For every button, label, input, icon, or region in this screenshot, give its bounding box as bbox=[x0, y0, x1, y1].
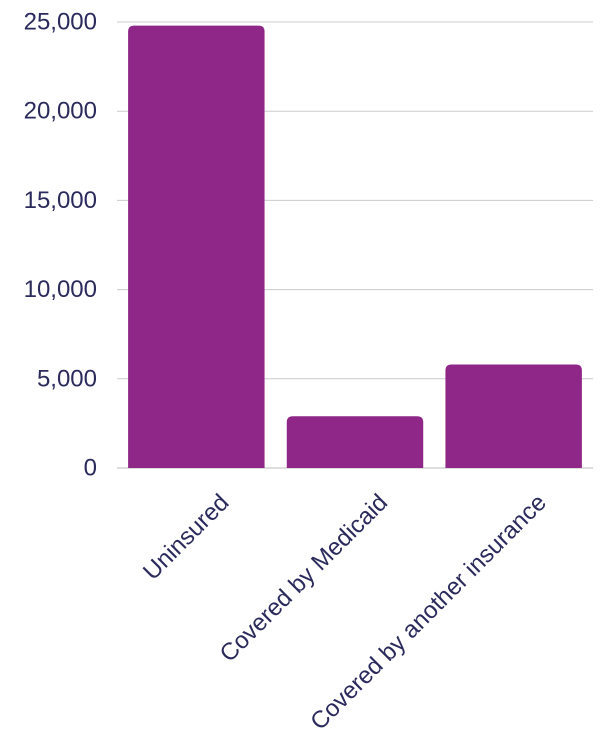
y-tick-label: 25,000 bbox=[24, 9, 97, 36]
y-tick-label: 15,000 bbox=[24, 187, 97, 214]
bar-covered-by-medicaid bbox=[286, 416, 424, 468]
bars bbox=[128, 25, 582, 469]
x-category-label: Uninsured bbox=[138, 489, 234, 585]
y-tick-label: 0 bbox=[84, 455, 97, 482]
y-axis-tick-labels: 0 5,000 10,000 15,000 20,000 25,000 bbox=[24, 9, 97, 482]
x-category-label: Covered by Medicaid bbox=[215, 489, 394, 668]
y-tick-label: 20,000 bbox=[24, 98, 97, 125]
bar-covered-by-another-insurance bbox=[445, 364, 582, 468]
y-tick-label: 5,000 bbox=[37, 365, 97, 392]
y-tick-label: 10,000 bbox=[24, 276, 97, 303]
bar-uninsured bbox=[128, 25, 265, 469]
